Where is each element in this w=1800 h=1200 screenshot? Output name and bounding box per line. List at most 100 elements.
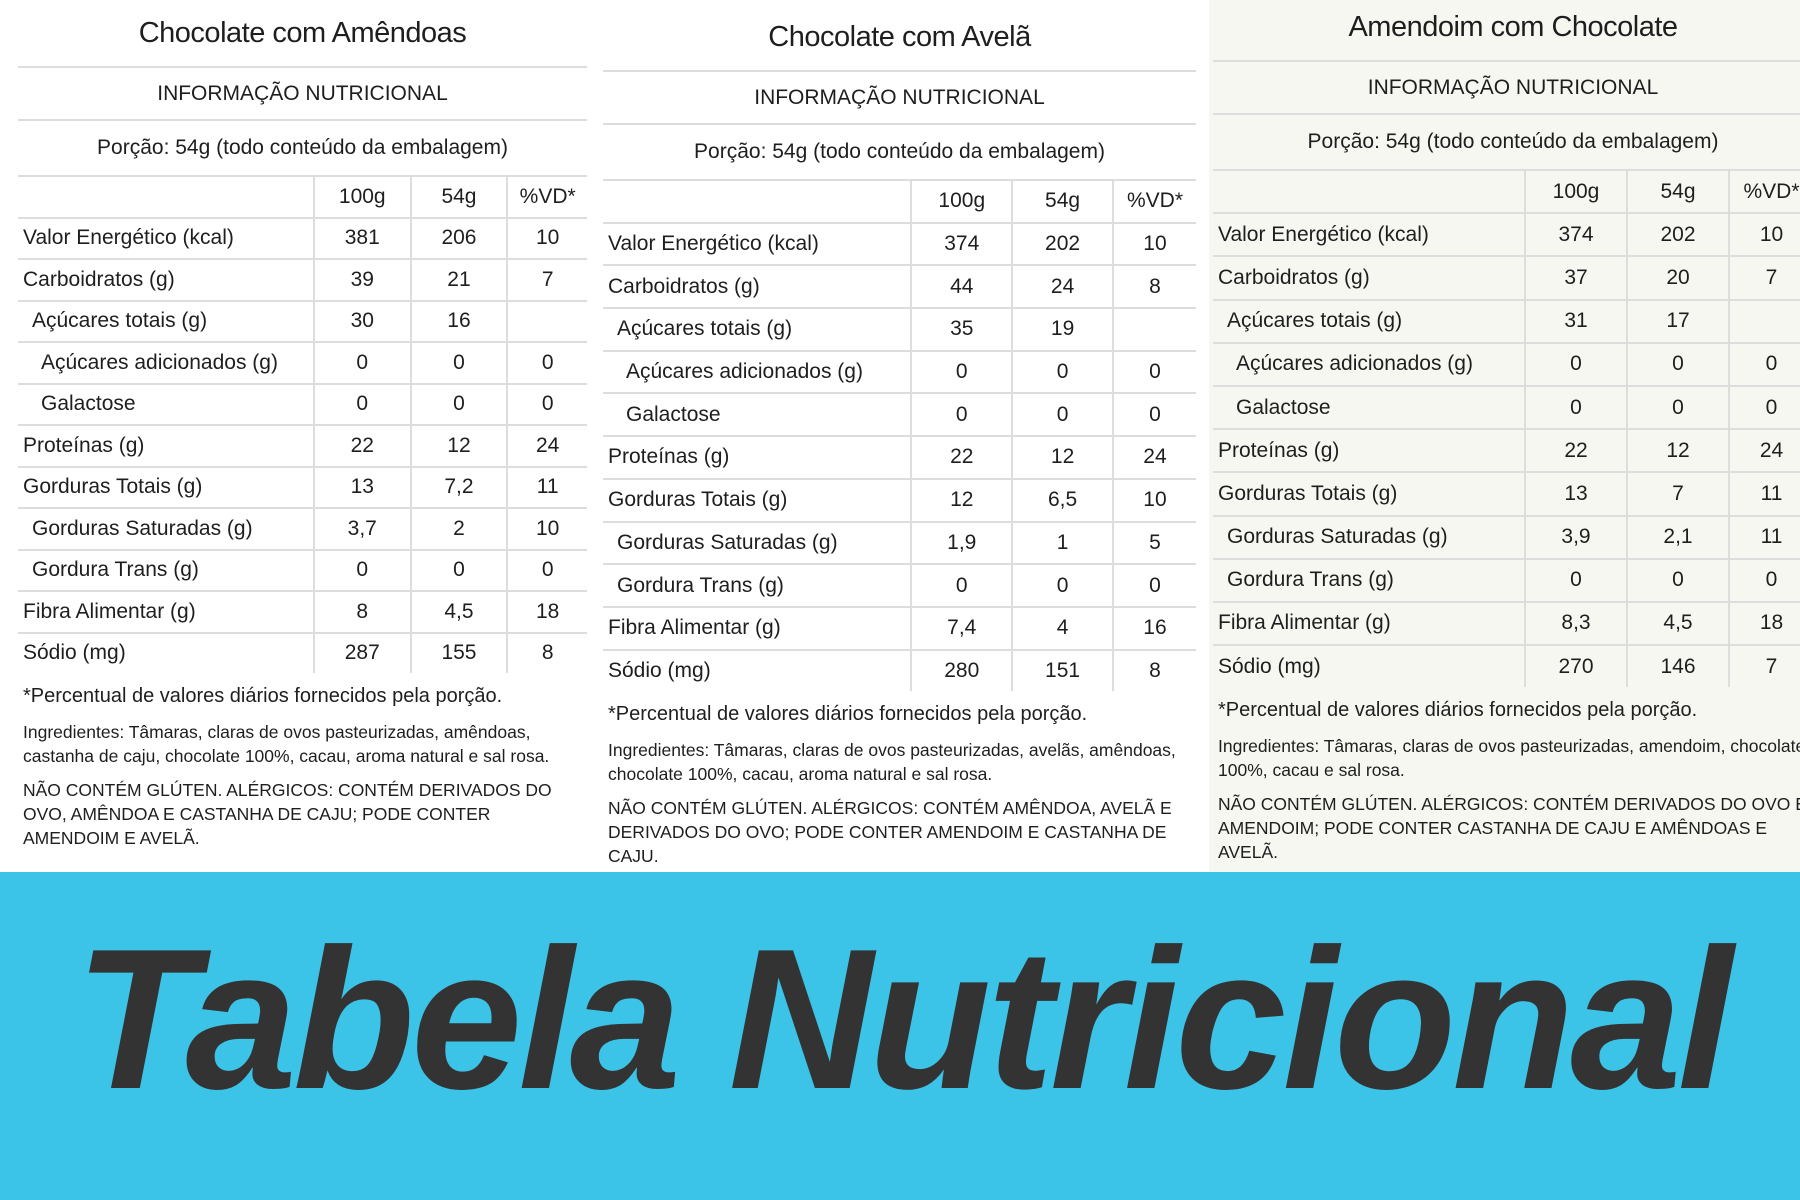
nutrient-value: 287 bbox=[312, 632, 411, 673]
nutrient-value: 381 bbox=[312, 217, 411, 260]
nutrient-row: Fibra Alimentar (g) 8 4,5 18 bbox=[18, 591, 587, 634]
nutrient-value: 0 bbox=[506, 383, 587, 426]
nutrient-row: Açúcares adicionados (g) 0 0 0 bbox=[18, 342, 587, 385]
nutrient-value: 0 bbox=[506, 549, 587, 592]
nutrient-value: 0 bbox=[1011, 350, 1113, 395]
column-header: %VD* bbox=[1111, 181, 1196, 224]
nutrient-name: Galactose bbox=[1213, 385, 1525, 431]
nutrient-value: 12 bbox=[1011, 436, 1113, 480]
allergens: NÃO CONTÉM GLÚTEN. ALÉRGICOS: CONTÉM DER… bbox=[23, 780, 552, 848]
nutrient-value: 20 bbox=[1626, 256, 1729, 301]
nutrient-row: Gorduras Saturadas (g) 1,9 1 5 bbox=[603, 521, 1196, 566]
nutrient-row: Sódio (mg) 287 155 8 bbox=[18, 632, 587, 673]
column-header: 100g bbox=[1524, 171, 1627, 215]
nutrient-name: Carboidratos (g) bbox=[1213, 256, 1525, 301]
nutrition-panel: Amendoim com Chocolate INFORMAÇÃO NUTRICI… bbox=[1213, 0, 1800, 870]
nutrition-table: 100g 54g %VD* Valor Energético (kcal) 374 202… bbox=[603, 181, 1196, 692]
nutrient-value: 0 bbox=[409, 549, 508, 592]
nutrient-value: 0 bbox=[312, 342, 411, 385]
nutrient-value: 22 bbox=[312, 425, 411, 468]
nutrient-value: 12 bbox=[409, 425, 508, 468]
nutrient-value: 0 bbox=[910, 564, 1013, 608]
nutrient-value: 24 bbox=[1011, 265, 1113, 310]
nutrient-row: Proteínas (g) 22 12 24 bbox=[1213, 429, 1800, 474]
nutrient-row: Fibra Alimentar (g) 8,3 4,5 18 bbox=[1213, 601, 1800, 647]
nutrition-panel: Chocolate com Avelã INFORMAÇÃO NUTRICIONA… bbox=[603, 4, 1196, 874]
nutrient-name: Carboidratos (g) bbox=[18, 259, 314, 302]
nutrient-row: Açúcares adicionados (g) 0 0 0 bbox=[603, 350, 1196, 395]
nutrient-row: Sódio (mg) 280 151 8 bbox=[603, 649, 1196, 692]
nutrient-row: Gorduras Totais (g) 13 7,2 11 bbox=[18, 466, 587, 509]
nutrient-value: 2 bbox=[409, 508, 508, 551]
nutrient-row: Gordura Trans (g) 0 0 0 bbox=[603, 564, 1196, 608]
column-header: 54g bbox=[1011, 181, 1113, 224]
nutrient-name: Gordura Trans (g) bbox=[18, 549, 314, 592]
banner: Tabela Nutricional bbox=[0, 872, 1800, 1200]
portion: Porção: 54g (todo conteúdo da embalagem) bbox=[18, 121, 587, 177]
nutrient-value: 155 bbox=[409, 632, 508, 673]
panel-header: INFORMAÇÃO NUTRICIONAL bbox=[603, 72, 1196, 125]
nutrient-value: 8,3 bbox=[1524, 601, 1627, 647]
nutrient-value: 24 bbox=[506, 425, 587, 468]
nutrient-name: Açúcares adicionados (g) bbox=[18, 342, 314, 385]
nutrient-row: Fibra Alimentar (g) 7,4 4 16 bbox=[603, 606, 1196, 651]
nutrient-value: 5 bbox=[1111, 521, 1196, 566]
nutrient-value: 22 bbox=[1524, 429, 1627, 474]
allergens: NÃO CONTÉM GLÚTEN. ALÉRGICOS: CONTÉM AMÊ… bbox=[608, 798, 1172, 867]
nutrient-value: 0 bbox=[1524, 558, 1627, 603]
nutrient-row: Valor Energético (kcal) 374 202 10 bbox=[603, 222, 1196, 267]
nutrient-row: Gorduras Saturadas (g) 3,7 2 10 bbox=[18, 508, 587, 551]
nutrient-value: 1,9 bbox=[910, 521, 1013, 566]
nutrition-table: 100g 54g %VD* Valor Energético (kcal) 374 202… bbox=[1213, 171, 1800, 688]
allergens: NÃO CONTÉM GLÚTEN. ALÉRGICOS: CONTÉM DER… bbox=[1218, 794, 1800, 863]
nutrient-value: 202 bbox=[1011, 222, 1113, 267]
nutrient-value: 0 bbox=[1011, 564, 1113, 608]
nutrient-value: 0 bbox=[1111, 393, 1196, 438]
panel-header: INFORMAÇÃO NUTRICIONAL bbox=[1213, 62, 1800, 115]
nutrient-value: 280 bbox=[910, 649, 1013, 692]
nutrient-value: 374 bbox=[1524, 213, 1627, 258]
nutrient-name: Gorduras Saturadas (g) bbox=[1213, 515, 1525, 560]
nutrient-value: 202 bbox=[1626, 213, 1729, 258]
portion: Porção: 54g (todo conteúdo da embalagem) bbox=[1213, 115, 1800, 171]
nutrient-value: 8 bbox=[506, 632, 587, 673]
nutrient-value: 0 bbox=[409, 383, 508, 426]
nutrient-value: 0 bbox=[409, 342, 508, 385]
banner-title: Tabela Nutricional bbox=[74, 908, 1733, 1131]
nutrient-value: 13 bbox=[312, 466, 411, 509]
nutrient-row: Gordura Trans (g) 0 0 0 bbox=[18, 549, 587, 592]
nutrient-value: 31 bbox=[1524, 299, 1627, 344]
footnote: *Percentual de valores diários fornecido… bbox=[23, 685, 503, 707]
nutrient-value: 7,4 bbox=[910, 606, 1013, 651]
nutrient-value: 30 bbox=[312, 300, 411, 343]
nutrient-value: 19 bbox=[1011, 308, 1113, 352]
header-cell bbox=[1213, 171, 1525, 215]
nutrient-name: Gordura Trans (g) bbox=[603, 564, 912, 608]
nutrient-value: 12 bbox=[910, 478, 1013, 523]
nutrient-value: 13 bbox=[1524, 472, 1627, 517]
nutrient-name: Açúcares totais (g) bbox=[1213, 299, 1525, 344]
nutrient-name: Gorduras Saturadas (g) bbox=[603, 521, 912, 566]
nutrient-value: 11 bbox=[1728, 515, 1800, 560]
nutrient-value: 10 bbox=[1111, 478, 1196, 523]
nutrient-value: 18 bbox=[506, 591, 587, 634]
nutrient-name: Proteínas (g) bbox=[603, 436, 912, 480]
nutrient-value: 11 bbox=[1728, 472, 1800, 517]
column-header: %VD* bbox=[506, 177, 587, 219]
nutrient-value: 6,5 bbox=[1011, 478, 1113, 523]
nutrient-name: Carboidratos (g) bbox=[603, 265, 912, 310]
nutrient-value: 0 bbox=[1111, 350, 1196, 395]
nutrient-value: 24 bbox=[1111, 436, 1196, 480]
nutrient-name: Proteínas (g) bbox=[18, 425, 314, 468]
nutrient-value: 0 bbox=[1728, 558, 1800, 603]
header-cell bbox=[18, 177, 314, 219]
nutrient-value bbox=[506, 300, 587, 343]
footnote: *Percentual de valores diários fornecido… bbox=[608, 703, 1088, 726]
nutrient-row: Açúcares adicionados (g) 0 0 0 bbox=[1213, 342, 1800, 387]
footnote: *Percentual de valores diários fornecido… bbox=[1218, 699, 1698, 722]
nutrient-value: 7,2 bbox=[409, 466, 508, 509]
nutrient-name: Sódio (mg) bbox=[1218, 654, 1321, 678]
panel-title: Amendoim com Chocolate bbox=[1213, 0, 1800, 62]
nutrient-value: 10 bbox=[1111, 222, 1196, 267]
